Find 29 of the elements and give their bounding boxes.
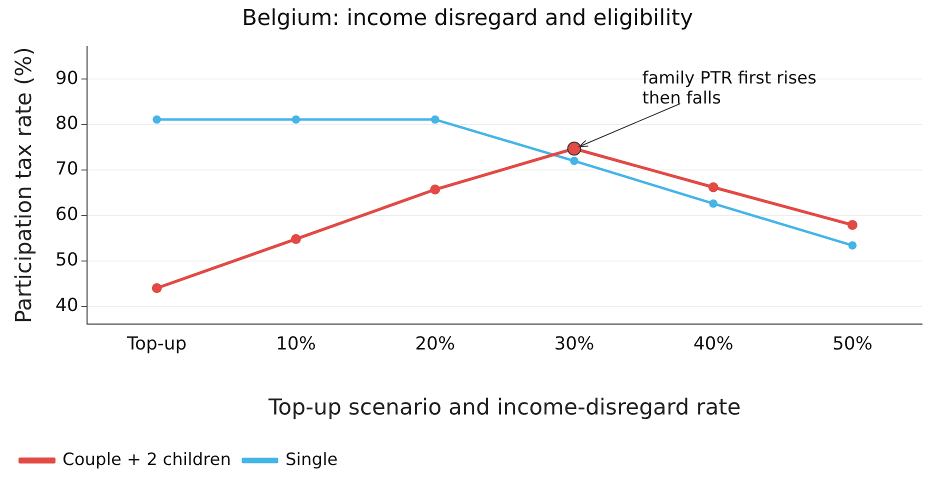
x-tick-label: 10%: [276, 333, 316, 354]
point: [152, 283, 162, 294]
annotation: family PTR first rises then falls: [642, 68, 817, 109]
y-axis-title: Participation tax rate (%): [12, 47, 37, 324]
y-tick-label: 60: [55, 204, 78, 226]
y-tick-label: 70: [55, 158, 78, 180]
x-tick-label: 30%: [554, 333, 594, 354]
point: [570, 156, 578, 166]
point: [292, 115, 300, 124]
chart-title: Belgium: income disregard and eligibility: [242, 6, 694, 31]
legend-label: Single: [286, 450, 338, 470]
x-tick-label: Top-up: [126, 333, 187, 354]
y-tick-label: 50: [55, 250, 78, 271]
point: [152, 115, 162, 124]
y-tick-label: 40: [55, 294, 78, 316]
point: [430, 184, 440, 195]
y-tick-label: 90: [55, 68, 78, 89]
x-tick-label: 50%: [832, 333, 872, 354]
x-tick-label: 40%: [693, 333, 734, 354]
point: [709, 199, 718, 208]
x-axis-title: Top-up scenario and income-disregard rate: [267, 396, 741, 421]
y-tick-label: 80: [55, 113, 78, 134]
legend-label: Couple + 2 children: [62, 450, 231, 470]
x-tick-label: 20%: [415, 333, 456, 354]
point: [290, 234, 301, 244]
point: [847, 220, 858, 230]
point: [708, 182, 718, 192]
point: [848, 241, 857, 250]
point: [430, 115, 440, 124]
